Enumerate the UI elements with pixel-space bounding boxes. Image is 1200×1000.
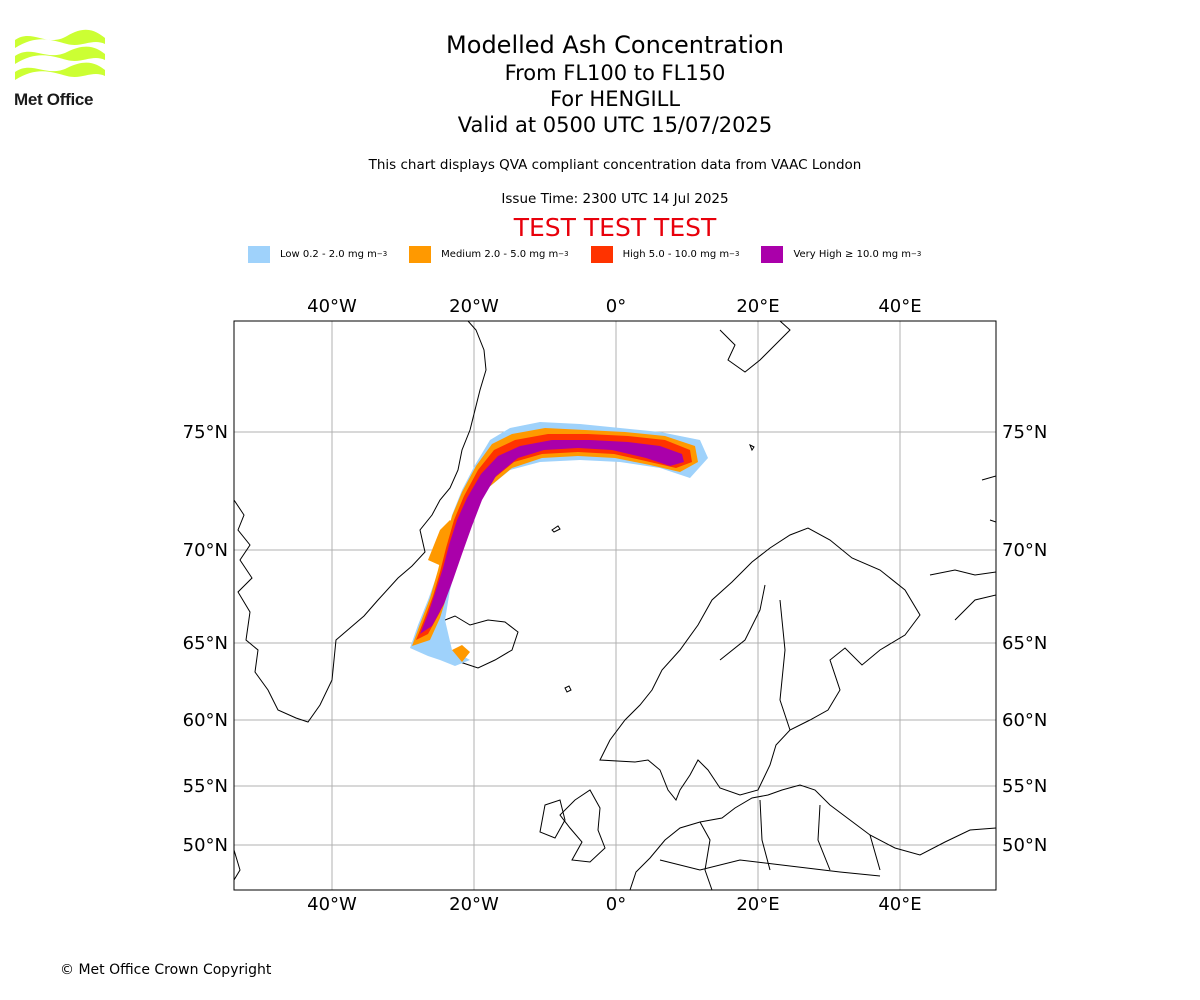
legend-unit-exponent: −3 bbox=[376, 250, 388, 258]
legend-swatch-medium bbox=[409, 245, 432, 263]
labrador-coast bbox=[234, 849, 241, 881]
copyright: © Met Office Crown Copyright bbox=[60, 962, 272, 978]
chart-title: Modelled Ash Concentration bbox=[446, 31, 784, 59]
issue-time: Issue Time: 2300 UTC 14 Jul 2025 bbox=[501, 191, 729, 207]
test-banner: TEST TEST TEST bbox=[513, 213, 717, 242]
ash-high-area bbox=[416, 434, 692, 640]
iceland-coast bbox=[437, 615, 519, 669]
greenland-coast bbox=[234, 321, 487, 723]
faroe-islands bbox=[564, 685, 572, 693]
lon-tick-bottom-40e: 40°E bbox=[878, 894, 921, 915]
ash-low-area bbox=[410, 422, 708, 666]
lat-tick-left-70n: 70°N bbox=[183, 540, 228, 561]
legend-unit-exponent: −3 bbox=[558, 250, 569, 258]
lat-tick-left-75n: 75°N bbox=[183, 422, 228, 443]
lat-tick-left-65n: 65°N bbox=[183, 633, 228, 654]
coastlines bbox=[234, 321, 996, 890]
lat-tick-right-65n: 65°N bbox=[1002, 633, 1047, 654]
volcano-name: For HENGILL bbox=[549, 87, 681, 111]
legend-label-very-high: Very High ≥ 10.0 mg m bbox=[793, 248, 912, 260]
legend-label-high: High 5.0 - 10.0 mg m bbox=[622, 248, 730, 260]
lat-tick-right-50n: 50°N bbox=[1002, 835, 1047, 856]
lon-tick-bottom-0: 0° bbox=[606, 894, 626, 915]
legend: Low 0.2 - 2.0 mg m −3 Medium 2.0 - 5.0 mg… bbox=[248, 244, 943, 264]
legend-item-low: Low 0.2 - 2.0 mg m −3 bbox=[248, 245, 388, 263]
graticule bbox=[234, 321, 996, 890]
lon-tick-top-40e: 40°E bbox=[878, 296, 921, 317]
lon-tick-bottom-20w: 20°W bbox=[449, 894, 499, 915]
lon-tick-bottom-40w: 40°W bbox=[307, 894, 357, 915]
chart-titles: Modelled Ash Concentration From FL100 to… bbox=[315, 30, 915, 242]
legend-swatch-low bbox=[248, 245, 270, 263]
scandinavia-borders bbox=[719, 584, 791, 731]
lat-tick-left-55n: 55°N bbox=[183, 776, 228, 797]
kola-coast bbox=[929, 569, 996, 576]
ash-medium-iceland bbox=[452, 645, 470, 662]
lon-tick-top-40w: 40°W bbox=[307, 296, 357, 317]
country-borders bbox=[659, 799, 881, 890]
jan-mayen bbox=[551, 525, 561, 533]
source-note: This chart displays QVA compliant concen… bbox=[368, 157, 862, 173]
flight-levels: From FL100 to FL150 bbox=[504, 61, 726, 85]
lat-tick-right-55n: 55°N bbox=[1002, 776, 1047, 797]
ash-medium-patch bbox=[428, 520, 462, 568]
legend-swatch-very-high bbox=[761, 245, 784, 263]
lat-tick-left-60n: 60°N bbox=[183, 710, 228, 731]
ireland-coast bbox=[539, 799, 566, 839]
legend-label-medium: Medium 2.0 - 5.0 mg m bbox=[441, 248, 559, 260]
lon-tick-top-20e: 20°E bbox=[736, 296, 779, 317]
lon-tick-top-0: 0° bbox=[606, 296, 626, 317]
legend-item-medium: Medium 2.0 - 5.0 mg m −3 bbox=[409, 245, 569, 263]
legend-item-very-high: Very High ≥ 10.0 mg m −3 bbox=[761, 245, 922, 263]
ash-medium-area bbox=[412, 428, 698, 646]
logo-text: Met Office bbox=[14, 90, 94, 109]
continent-coast bbox=[629, 784, 996, 890]
white-sea-coast bbox=[954, 594, 996, 621]
valid-time: Valid at 0500 UTC 15/07/2025 bbox=[457, 113, 773, 137]
svalbard-coast bbox=[719, 321, 791, 373]
met-office-logo: Met Office bbox=[12, 28, 112, 114]
great-britain-coast bbox=[559, 789, 606, 863]
bear-island bbox=[749, 443, 755, 452]
tick-labels: 40°W 20°W 0° 20°E 40°E 40°W 20°W 0° 20°E… bbox=[183, 296, 1048, 915]
lat-tick-right-60n: 60°N bbox=[1002, 710, 1047, 731]
ash-plume bbox=[410, 422, 708, 666]
map-frame bbox=[233, 320, 997, 891]
legend-label-low: Low 0.2 - 2.0 mg m bbox=[280, 248, 377, 260]
scandinavia-coast bbox=[599, 527, 921, 801]
lat-tick-right-75n: 75°N bbox=[1002, 422, 1047, 443]
lon-tick-top-20w: 20°W bbox=[449, 296, 499, 317]
legend-item-high: High 5.0 - 10.0 mg m −3 bbox=[590, 245, 740, 263]
lat-tick-left-50n: 50°N bbox=[183, 835, 228, 856]
legend-unit-exponent: −3 bbox=[911, 250, 922, 258]
lon-tick-bottom-20e: 20°E bbox=[736, 894, 779, 915]
legend-swatch-high bbox=[590, 245, 613, 263]
novaya-zemlya-coast bbox=[981, 475, 996, 523]
ash-very-high-area bbox=[420, 440, 684, 634]
lat-tick-right-70n: 70°N bbox=[1002, 540, 1047, 561]
legend-unit-exponent: −3 bbox=[729, 250, 740, 258]
met-office-wave-logo-icon bbox=[15, 29, 105, 80]
